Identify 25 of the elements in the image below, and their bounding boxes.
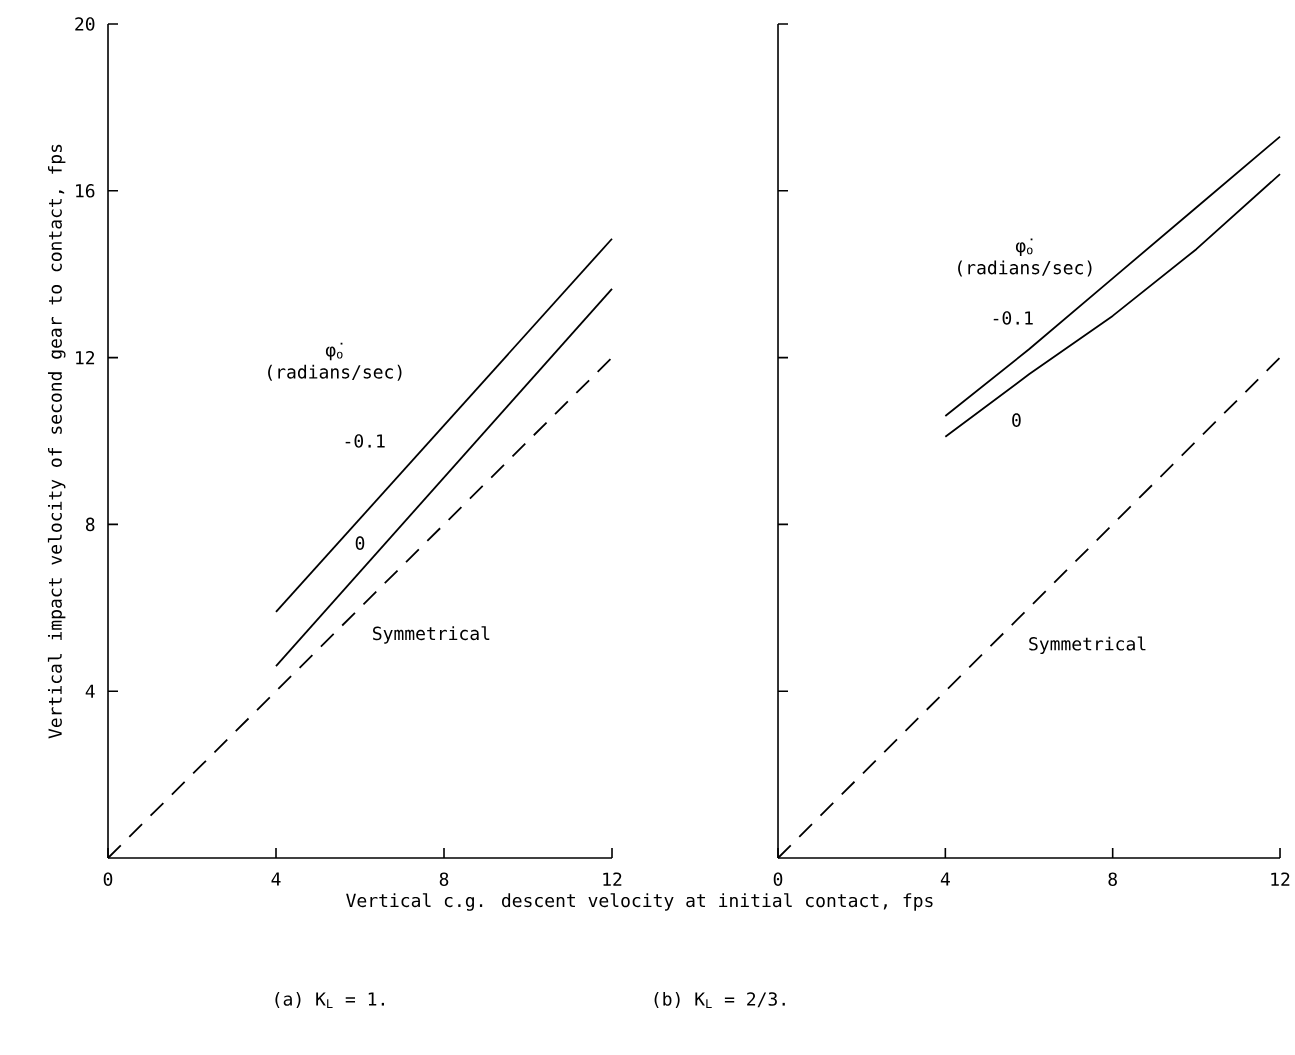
series-label: 0 (355, 536, 365, 550)
y-axis-title: Vertical impact velocity of second gear to contact, fps (47, 144, 66, 739)
x-tick-label: 8 (1108, 872, 1117, 887)
legend-title: φ̇$_{o}$ (radians/sec) (958, 238, 1092, 277)
text: (a) K$_{L}$ = 1. (275, 991, 384, 1009)
y-tick-label: 12 (76, 350, 95, 365)
series-label: -0.1 (345, 434, 385, 448)
y-tick-label: 20 (75, 17, 95, 31)
x-tick-label: 4 (940, 872, 950, 886)
text: (b) K$_{L}$ = 2/3. (654, 991, 785, 1009)
x-tick-label: 12 (1271, 872, 1290, 886)
x-tick-label: 4 (271, 872, 281, 886)
x-tick-label: 8 (439, 872, 449, 887)
series-label: -0.1 (993, 311, 1033, 325)
x-tick-label: 0 (773, 872, 783, 887)
x-axis-title: Vertical c.g. descent velocity at initial contact, fps (346, 893, 933, 911)
y-tick-label: 16 (76, 183, 95, 198)
series-label: 0 (1012, 413, 1021, 427)
legend-title: φ̇$_{o}$ (radians/sec) (268, 342, 402, 381)
series-label: Symmetrical (1029, 636, 1146, 655)
y-tick-label: 4 (85, 684, 95, 698)
y-tick-label: 8 (85, 517, 95, 532)
series-label: Symmetrical (373, 626, 490, 644)
x-tick-label: 0 (103, 872, 113, 887)
x-tick-label: 12 (603, 872, 622, 886)
